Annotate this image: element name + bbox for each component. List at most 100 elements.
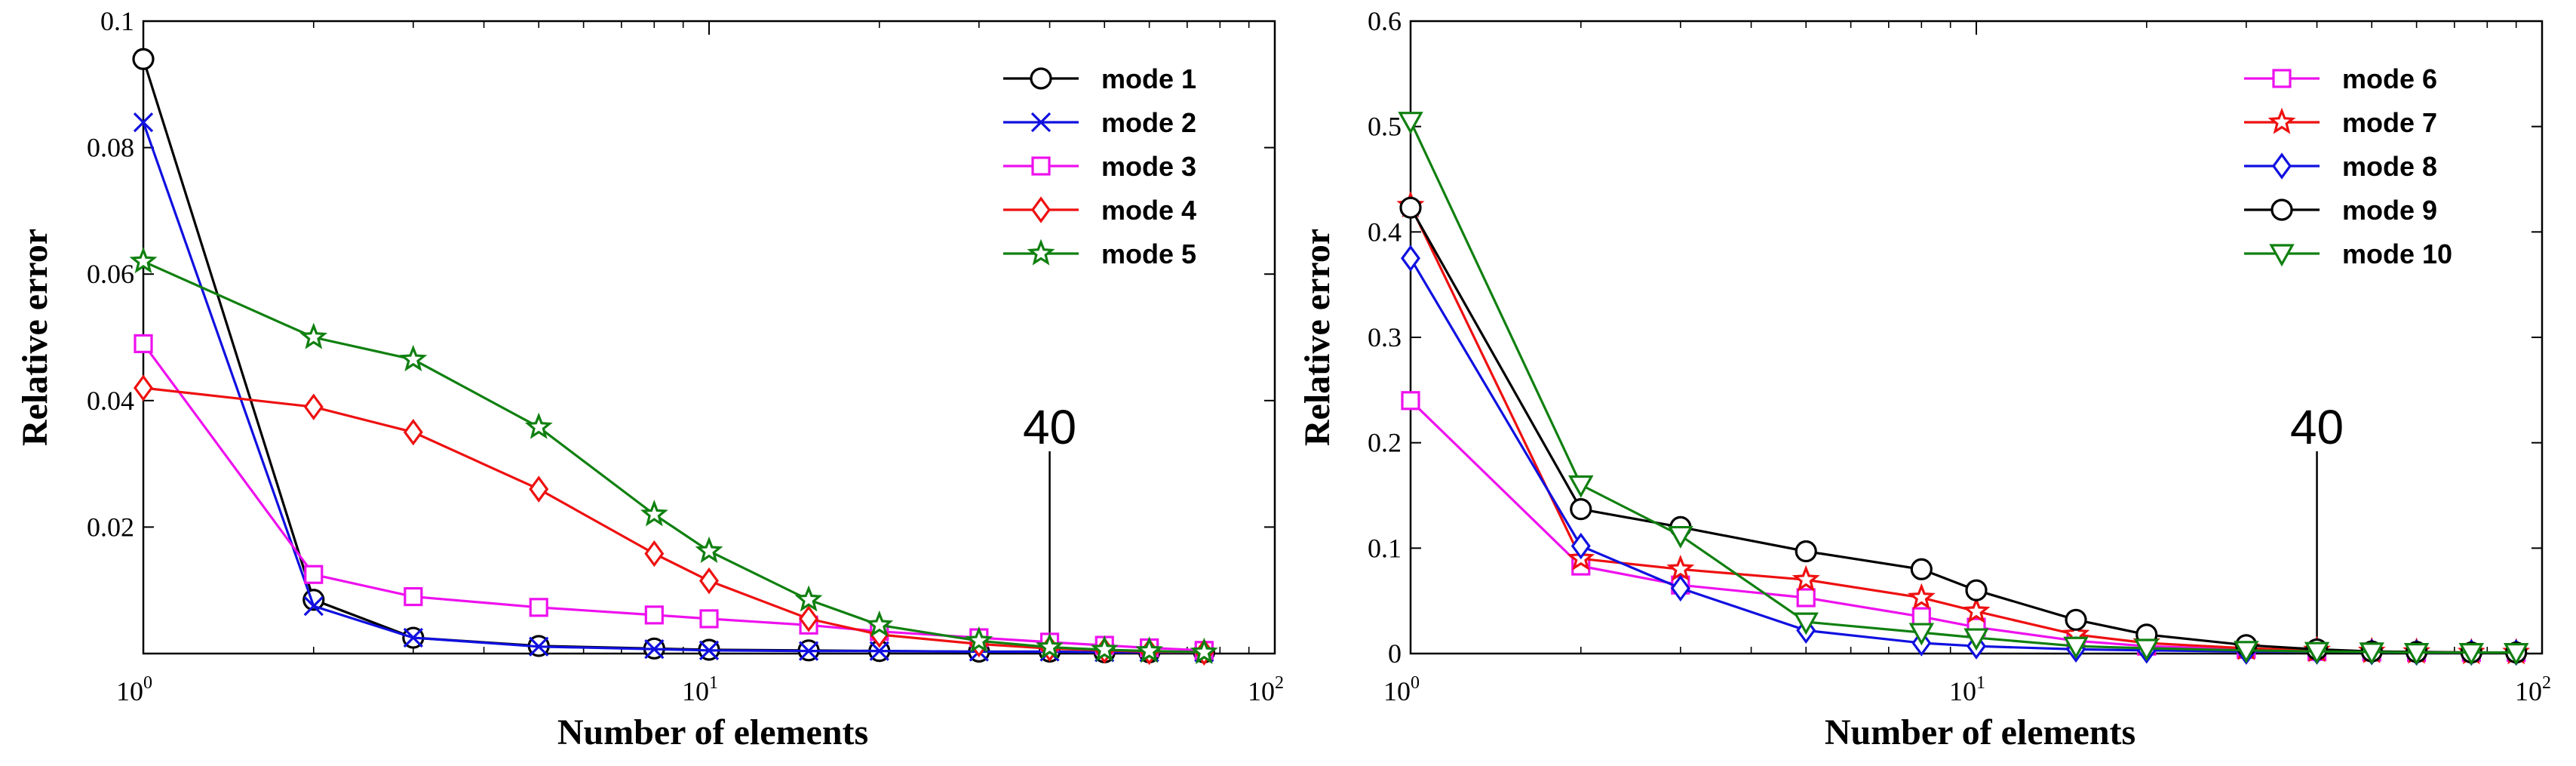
data-point — [2403, 643, 2430, 666]
data-point — [794, 585, 823, 612]
legend-marker — [2272, 152, 2292, 180]
x-tick-label: 101 — [682, 673, 718, 706]
data-point — [1036, 632, 1064, 660]
y-tick-label: 0 — [1388, 638, 1402, 669]
x-tick-base: 10 — [2515, 676, 2542, 706]
data-point — [1963, 628, 1989, 651]
data-point — [1795, 540, 1817, 563]
legend-label: mode 1 — [1101, 63, 1196, 94]
data-point — [2304, 641, 2330, 665]
y-tick-label: 0.04 — [87, 386, 134, 416]
series-mode-5 — [129, 246, 1218, 665]
annotation-label: 40 — [1023, 400, 1076, 454]
x-tick-base: 10 — [1949, 676, 1976, 706]
series-mode-10 — [1398, 112, 2529, 666]
y-axis-label: Relative error — [1297, 229, 1337, 446]
data-point — [1962, 596, 1991, 623]
y-tick-label: 0.2 — [1368, 428, 1402, 458]
y-tick-label: 0.5 — [1368, 112, 1402, 142]
data-point — [699, 567, 719, 595]
legend-label: mode 4 — [1101, 195, 1196, 226]
legend-label: mode 5 — [1101, 238, 1196, 269]
data-point — [1796, 588, 1816, 608]
x-tick-base: 10 — [1383, 676, 1411, 706]
data-point — [304, 565, 324, 584]
x-tick-exponent: 0 — [143, 673, 152, 693]
series-mode-3 — [134, 334, 1214, 660]
legend-label: mode 9 — [2342, 195, 2437, 226]
y-tick-label: 0.1 — [1368, 533, 1402, 563]
x-tick-exponent: 2 — [2542, 673, 2551, 693]
data-point — [524, 412, 553, 439]
data-point — [1910, 558, 1933, 580]
series-mode-2 — [133, 112, 1214, 663]
data-point — [1398, 112, 1423, 134]
series-mode-1 — [132, 48, 1215, 663]
legend: mode 6 mode 7 mode 8 mode 9 mode 10 — [2244, 63, 2452, 269]
data-point — [1792, 565, 1820, 592]
data-point — [2359, 642, 2384, 666]
data-point — [698, 640, 720, 660]
data-point — [799, 605, 819, 632]
series-mode-4 — [134, 374, 1214, 666]
x-tick-exponent: 0 — [1411, 673, 1420, 693]
legend-label: mode 7 — [2342, 107, 2437, 138]
data-point — [399, 344, 428, 372]
x-tick-exponent: 2 — [1275, 673, 1284, 693]
series-mode-8 — [1401, 245, 2526, 666]
data-point — [2065, 608, 2087, 631]
y-tick-label: 0.08 — [87, 133, 134, 163]
series-line — [142, 122, 1205, 654]
data-point — [303, 596, 324, 617]
data-point — [1793, 612, 1819, 635]
y-tick-label: 0.06 — [87, 259, 134, 289]
x-tick-base: 10 — [682, 676, 709, 706]
data-point — [1907, 583, 1936, 610]
data-point — [129, 246, 158, 274]
data-point — [2458, 643, 2485, 666]
data-point — [1135, 636, 1164, 663]
x-tick-label: 100 — [1383, 673, 1420, 706]
data-point — [965, 626, 993, 653]
data-point — [299, 322, 328, 349]
data-point — [1090, 635, 1119, 662]
data-point — [1570, 498, 1592, 521]
data-point — [1908, 623, 1935, 646]
legend-label: mode 10 — [2342, 238, 2452, 269]
data-point — [1399, 196, 1422, 219]
series-line — [1409, 399, 2516, 654]
legend-marker — [2271, 198, 2293, 221]
data-point — [2134, 638, 2160, 662]
legend-marker — [2272, 69, 2292, 88]
legend-marker — [1031, 196, 1051, 223]
data-point — [644, 540, 665, 568]
data-point — [132, 48, 155, 70]
data-point — [1965, 579, 1988, 601]
data-point — [1568, 475, 1594, 498]
series-line — [1409, 257, 2516, 654]
legend: mode 1 mode 2 mode 3 mode 4 mode 5 — [1003, 63, 1196, 269]
x-axis-label: Number of elements — [557, 712, 868, 752]
series-line — [1409, 121, 2516, 654]
data-point — [644, 605, 664, 625]
data-point — [1911, 607, 1931, 626]
data-point — [644, 639, 665, 660]
data-point — [1668, 525, 1693, 549]
y-tick-label: 0.4 — [1368, 217, 1402, 247]
data-point — [403, 418, 423, 446]
series-line — [1409, 207, 2516, 654]
data-point — [640, 500, 668, 527]
legend-marker — [1030, 67, 1052, 90]
data-point — [1570, 532, 1591, 560]
data-point — [2234, 641, 2259, 664]
data-point — [1190, 637, 1218, 665]
data-point — [2503, 643, 2529, 666]
data-point — [133, 112, 154, 133]
data-point — [529, 598, 548, 617]
x-tick-base: 10 — [116, 676, 143, 706]
y-tick-label: 0.02 — [87, 512, 134, 542]
data-point — [2063, 636, 2089, 660]
x-tick-base: 10 — [1248, 676, 1275, 706]
